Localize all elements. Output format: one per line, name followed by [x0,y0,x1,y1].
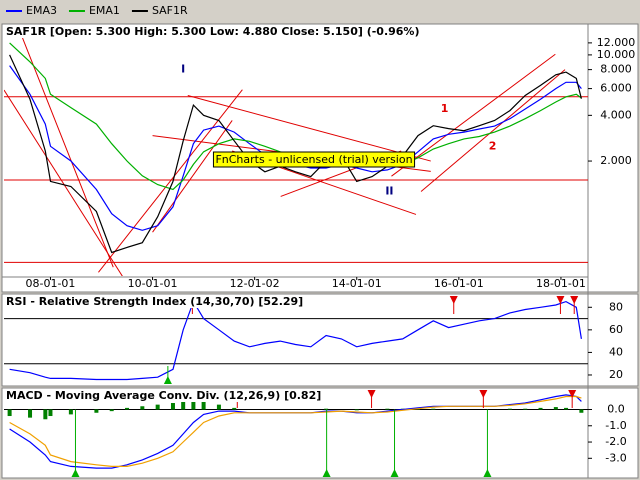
histogram-bar [7,409,12,417]
histogram-bar [181,401,186,410]
y-tick-label: 4.000 [600,108,632,121]
annotation: II [385,185,393,198]
histogram-bar [43,409,48,420]
plot-area [4,300,588,381]
x-tick-label: 10-01-01 [128,277,178,290]
trend-line [187,95,431,162]
histogram-bar [170,403,175,410]
y-tick-label: -2.0 [605,435,626,448]
y-tick-label: 6.000 [600,82,632,95]
watermark: FnCharts - unlicensed (trial) version [215,153,412,166]
x-tick-label: 12-01-02 [230,277,280,290]
series-line [9,300,582,381]
plot-area [4,394,588,469]
histogram-bar [125,407,130,410]
legend-label: EMA1 [89,4,120,17]
y-tick-label: 2.000 [600,154,632,167]
buy-signal [483,469,492,477]
histogram-bar [232,407,237,410]
trend-line [391,53,556,177]
sell-signal [568,390,577,398]
buy-signal [390,469,399,477]
histogram-bar [109,409,114,412]
x-tick-label: 16-01-01 [434,277,484,290]
panel-title: RSI - Relative Strength Index (14,30,70)… [6,295,303,308]
histogram-bar [507,408,512,410]
annotation: 2 [489,139,497,152]
histogram-bar [385,408,390,410]
trend-line [4,89,123,276]
buy-signal [163,376,172,384]
annotation: 1 [441,102,449,115]
buy-signal [71,469,80,477]
histogram-bar [523,408,528,410]
legend-label: EMA3 [26,4,57,17]
y-tick-label: 10.000 [597,48,636,61]
watermark-box [212,151,416,168]
y-tick-label: 60 [609,323,623,336]
histogram-bar [68,409,73,415]
y-tick-label: -1.0 [605,419,626,432]
plot-area [4,28,588,276]
sell-signal [556,296,565,304]
trend-line [18,28,114,268]
y-tick-label: 8.000 [600,63,632,76]
panel-title: MACD - Moving Average Conv. Div. (12,26,… [6,389,321,402]
histogram-bar [216,404,221,410]
histogram-bar [48,409,53,417]
y-tick-label: 0.0 [607,403,625,416]
x-tick-label: 14-01-01 [332,277,382,290]
series-line [9,54,582,254]
panel-title-bg [5,389,323,402]
y-tick-label: 20 [609,368,623,381]
histogram-bar [579,409,584,413]
sell-signal [367,390,376,398]
trend-line [420,69,566,192]
x-tick-label: 08-01-01 [25,277,75,290]
histogram-bar [538,407,543,410]
buy-signal [322,469,331,477]
legend-label: SAF1R [152,4,188,17]
histogram-bar [564,407,569,410]
trend-line [152,120,233,233]
histogram-bar [324,408,329,410]
histogram-bar [201,401,206,410]
histogram-bar [354,409,359,411]
panel-title: SAF1R [Open: 5.300 High: 5.300 Low: 4.88… [6,25,419,38]
histogram-bar [94,409,99,413]
sell-signal [479,390,488,398]
rsi-panel [1,293,639,387]
x-tick-label: 18-01-01 [536,277,586,290]
legend-bar [0,0,640,22]
histogram-bar [191,399,196,410]
panel-title-bg [5,295,305,308]
y-tick-label: 40 [609,345,623,358]
sell-signal [449,296,458,304]
histogram-bar [155,404,160,410]
histogram-bar [553,407,558,410]
histogram-bar [140,406,145,410]
y-tick-label: 80 [609,300,623,313]
series-line [9,395,582,467]
annotation: I [181,63,185,76]
sell-signal [570,296,579,304]
y-tick-label: -3.0 [605,451,626,464]
histogram-bar [28,409,33,418]
panel-title-bg [5,25,421,38]
histogram-bar [431,408,436,410]
y-tick-label: 12.000 [597,36,636,49]
